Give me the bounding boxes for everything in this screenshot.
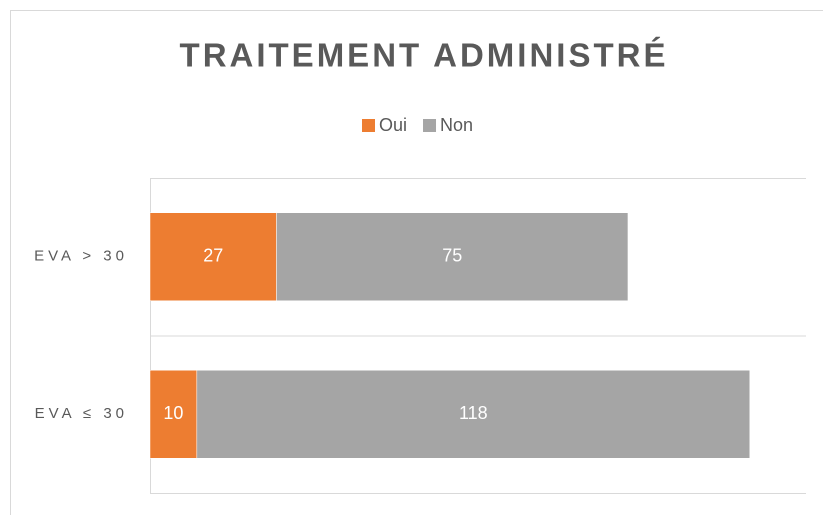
y-tick-label: EVA > 30 xyxy=(34,248,128,265)
legend-label: Non xyxy=(440,115,473,135)
data-label: 10 xyxy=(163,403,183,423)
legend-swatch xyxy=(362,119,375,132)
bar-segment xyxy=(149,370,198,459)
bar-segment xyxy=(196,370,751,459)
legend-swatch xyxy=(423,119,437,132)
y-tick-label: EVA ≤ 30 xyxy=(35,405,128,422)
legend-label: Oui xyxy=(379,115,407,135)
data-label: 75 xyxy=(442,246,462,266)
data-label: 118 xyxy=(459,403,488,423)
bar-segment xyxy=(276,212,629,301)
data-label: 27 xyxy=(203,246,223,266)
chart-title: TRAITEMENT ADMINISTRÉ xyxy=(180,37,669,74)
